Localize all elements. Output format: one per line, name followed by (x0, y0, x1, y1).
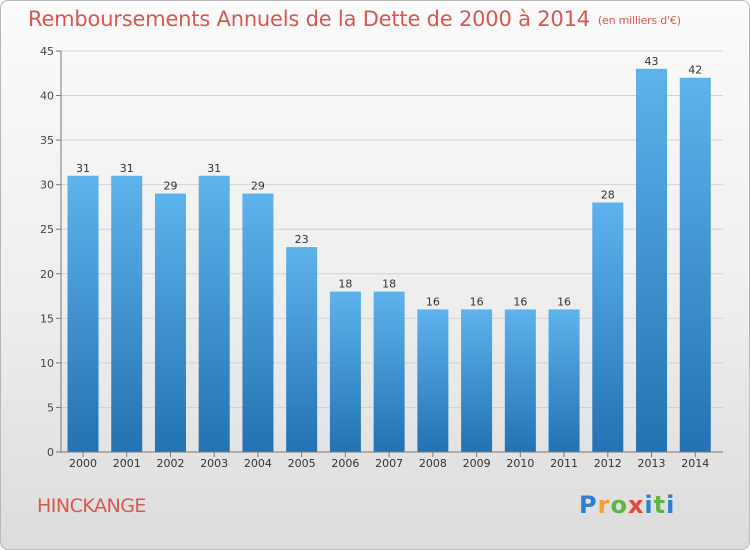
data-label: 16 (470, 295, 484, 308)
data-label: 18 (382, 278, 396, 291)
bar (592, 202, 624, 452)
data-label: 42 (688, 64, 702, 77)
bar (461, 309, 493, 452)
x-tick-label: 2001 (113, 457, 141, 470)
x-tick-label: 2007 (375, 457, 403, 470)
data-label: 31 (76, 162, 90, 175)
chart-title: Remboursements Annuels de la Dette de 20… (28, 7, 681, 31)
y-tick-label: 0 (47, 446, 54, 459)
y-tick-label: 45 (40, 45, 54, 58)
y-tick-label: 10 (40, 357, 54, 370)
data-label: 23 (295, 233, 309, 246)
proxiti-logo: Proxiti (579, 491, 675, 519)
y-tick-label: 5 (47, 401, 54, 414)
data-label: 18 (338, 278, 352, 291)
x-tick-label: 2011 (550, 457, 578, 470)
bar (329, 291, 361, 452)
data-label: 16 (557, 295, 571, 308)
x-tick-label: 2014 (681, 457, 709, 470)
y-tick-label: 15 (40, 312, 54, 325)
bar (679, 77, 711, 452)
x-tick-label: 2013 (638, 457, 666, 470)
x-tick-label: 2003 (200, 457, 228, 470)
bar (636, 68, 668, 453)
y-tick-label: 40 (40, 90, 54, 103)
logo-letter: P (579, 491, 598, 519)
data-label: 43 (645, 55, 659, 68)
data-label: 28 (601, 188, 615, 201)
bar (286, 247, 318, 452)
x-tick-label: 2006 (331, 457, 359, 470)
y-tick-label: 20 (40, 268, 54, 281)
data-label: 16 (513, 295, 527, 308)
x-tick-label: 2008 (419, 457, 447, 470)
title-unit: (en milliers d'€) (597, 14, 681, 27)
x-tick-label: 2000 (69, 457, 97, 470)
x-tick-label: 2010 (506, 457, 534, 470)
title-text: Remboursements Annuels de la Dette de 20… (28, 7, 590, 31)
commune-name: HINCKANGE (37, 495, 146, 517)
x-tick-label: 2005 (288, 457, 316, 470)
bar (198, 175, 230, 452)
y-tick-label: 30 (40, 179, 54, 192)
logo-letter: i (666, 491, 676, 519)
bar (548, 309, 580, 452)
x-tick-label: 2009 (463, 457, 491, 470)
logo-letter: o (610, 491, 628, 519)
data-label: 31 (120, 162, 134, 175)
bar (242, 193, 274, 453)
data-label: 16 (426, 295, 440, 308)
logo-letter: t (653, 491, 667, 519)
logo-letter: r (597, 491, 611, 519)
bar (111, 175, 143, 452)
data-label: 31 (207, 162, 221, 175)
logo-letter: i (644, 491, 654, 519)
bar (373, 291, 405, 452)
logo-letter: x (627, 491, 645, 519)
bar (67, 175, 99, 452)
y-tick-label: 35 (40, 134, 54, 147)
bar (417, 309, 449, 452)
data-label: 29 (163, 180, 177, 193)
x-tick-label: 2012 (594, 457, 622, 470)
data-label: 29 (251, 180, 265, 193)
bar (504, 309, 536, 452)
x-tick-label: 2004 (244, 457, 272, 470)
y-tick-label: 25 (40, 223, 54, 236)
bar (154, 193, 186, 453)
x-tick-label: 2002 (156, 457, 184, 470)
